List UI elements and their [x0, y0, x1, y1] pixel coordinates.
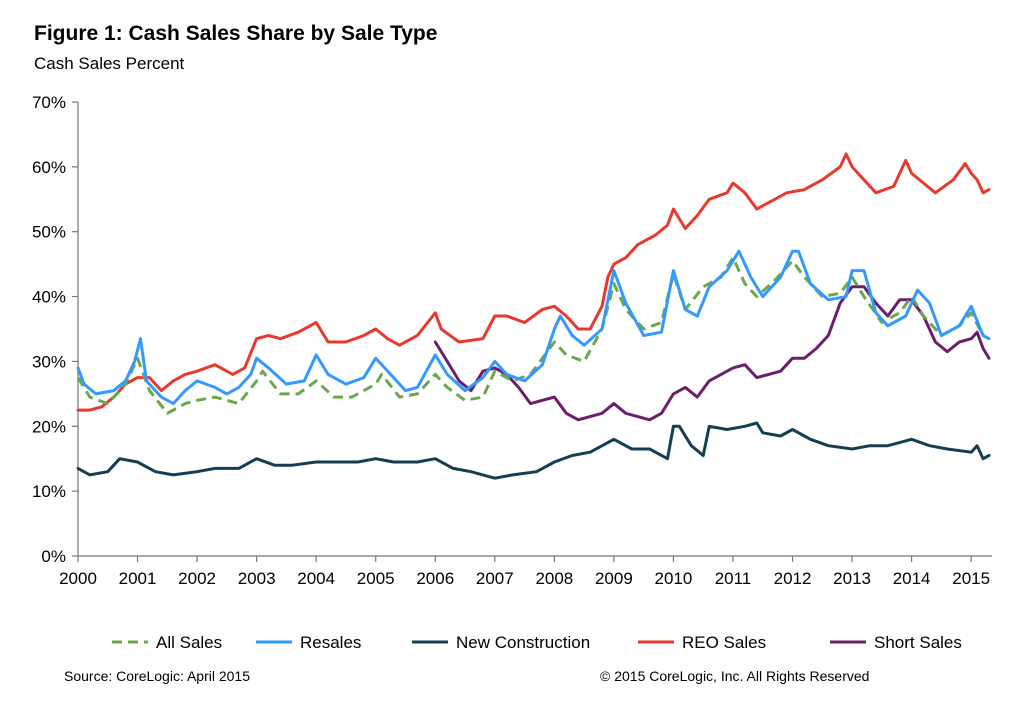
y-tick-label: 60% — [32, 158, 66, 177]
x-tick-label: 2009 — [595, 569, 633, 588]
chart-axes — [72, 101, 992, 562]
x-tick-label: 2015 — [952, 569, 990, 588]
x-tick-label: 2010 — [655, 569, 693, 588]
y-tick-label: 30% — [32, 352, 66, 371]
legend-label-resales: Resales — [300, 633, 361, 652]
series-line-reo-sales — [76, 152, 991, 412]
y-tick-label: 10% — [32, 482, 66, 501]
x-tick-label: 2004 — [297, 569, 335, 588]
chart-subtitle: Cash Sales Percent — [34, 54, 185, 73]
series-line-all-sales — [76, 256, 985, 415]
chart-title: Figure 1: Cash Sales Share by Sale Type — [34, 22, 438, 45]
legend-label-short-sales: Short Sales — [874, 633, 962, 652]
legend-label-all-sales: All Sales — [156, 633, 222, 652]
x-tick-label: 2008 — [535, 569, 573, 588]
y-tick-label: 50% — [32, 223, 66, 242]
copyright-note: © 2015 CoreLogic, Inc. All Rights Reserv… — [600, 668, 870, 684]
series-lines — [76, 152, 991, 480]
series-line-new-construction — [76, 421, 991, 480]
x-tick-label: 2000 — [59, 569, 97, 588]
x-tick-label: 2001 — [119, 569, 157, 588]
x-tick-label: 2007 — [476, 569, 514, 588]
x-tick-label: 2012 — [774, 569, 812, 588]
x-tick-label: 2011 — [715, 569, 752, 588]
y-tick-label: 20% — [32, 417, 66, 436]
y-tick-label: 70% — [32, 93, 66, 112]
legend-label-new-construction: New Construction — [456, 633, 590, 652]
x-tick-label: 2003 — [238, 569, 276, 588]
legend-label-reo-sales: REO Sales — [682, 633, 766, 652]
x-tick-label: 2006 — [416, 569, 454, 588]
x-tick-label: 2002 — [178, 569, 216, 588]
source-note: Source: CoreLogic: April 2015 — [64, 668, 250, 684]
series-line-resales — [76, 249, 991, 406]
y-axis-tick-labels: 0% 10% 20% 30% 40% 50% 60% 70% — [32, 93, 66, 566]
y-tick-label: 0% — [41, 547, 66, 566]
y-tick-label: 40% — [32, 288, 66, 307]
chart-legend: All Sales Resales New Construction REO Sale… — [112, 633, 962, 652]
x-tick-label: 2014 — [893, 569, 931, 588]
x-tick-label: 2013 — [833, 569, 871, 588]
x-tick-label: 2005 — [357, 569, 395, 588]
x-axis-tick-labels: 2000 2001 2002 2003 2004 2005 2006 2007 2008 2009… — [59, 569, 990, 588]
